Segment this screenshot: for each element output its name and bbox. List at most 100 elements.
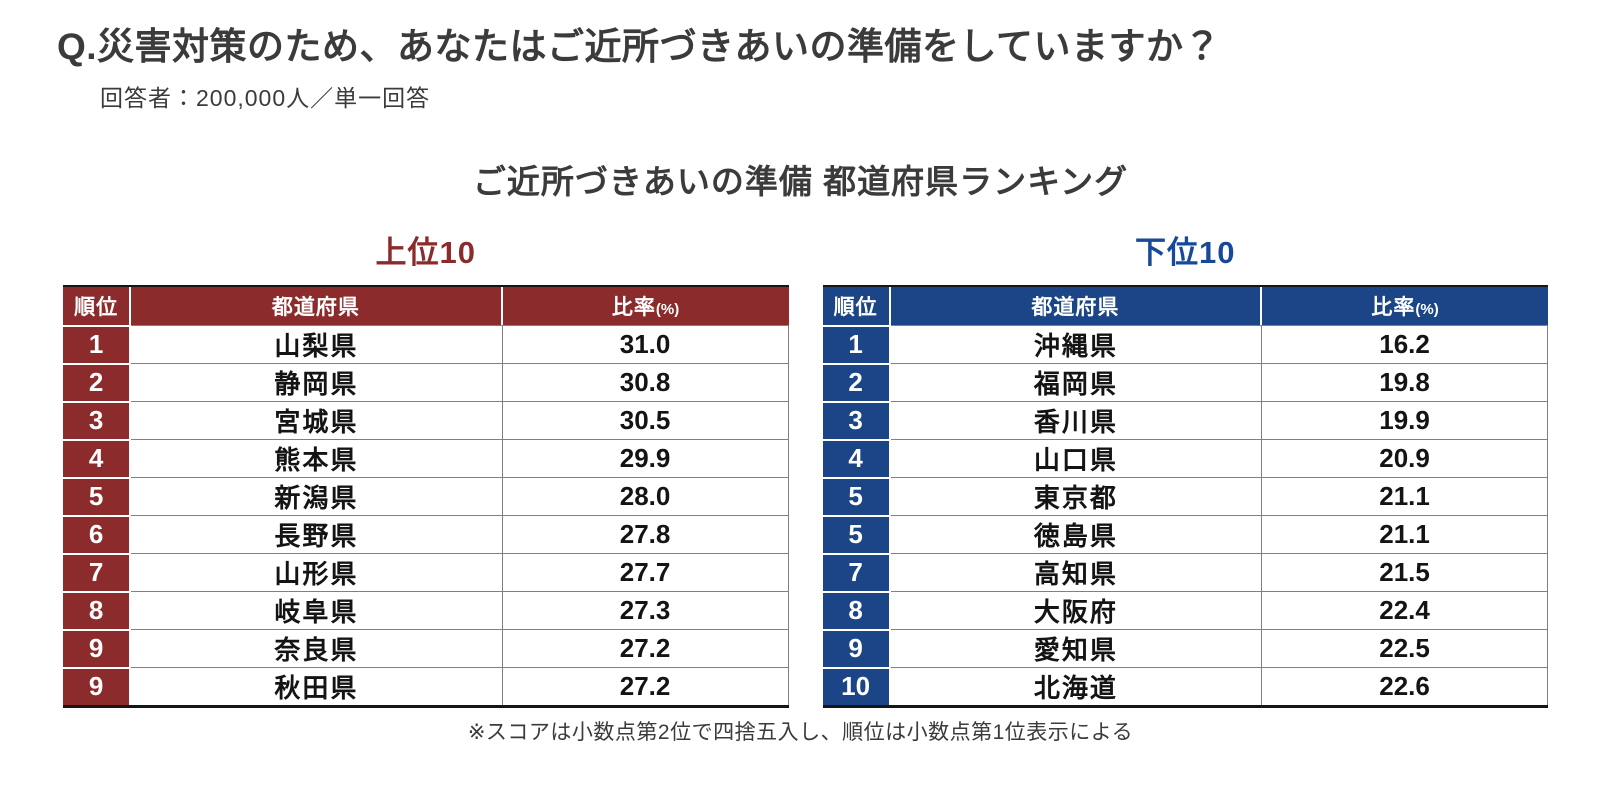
ratio-cell: 16.2: [1262, 324, 1548, 363]
prefecture-cell: 長野県: [131, 514, 503, 553]
ratio-cell: 22.5: [1262, 628, 1548, 667]
prefecture-cell: 山口県: [890, 438, 1263, 477]
ratio-cell: 21.5: [1262, 552, 1548, 591]
ratio-cell: 31.0: [502, 324, 789, 363]
table-row: 1 沖縄県 16.2: [822, 324, 1548, 363]
rank-cell: 2: [822, 362, 891, 401]
rank-cell: 5: [822, 476, 891, 515]
prefecture-cell: 山形県: [131, 552, 503, 591]
table-row: 5 東京都 21.1: [822, 476, 1548, 515]
ratio-cell: 19.8: [1262, 362, 1548, 401]
rank-cell: 5: [822, 514, 891, 553]
table-row: 9 秋田県 27.2: [63, 666, 789, 705]
respondents-note: 回答者：200,000人／単一回答: [100, 84, 431, 111]
rank-cell: 9: [63, 628, 132, 667]
ranking-tables-row: 上位10 順位 都道府県 比率(%) 1 山梨県 31.0 2 静岡県 30.8 3 宮城県 3…: [63, 227, 1548, 708]
prefecture-cell: 沖縄県: [890, 324, 1263, 363]
bottom10-section: 下位10 順位 都道府県 比率(%) 1 沖縄県 16.2 2 福岡県 19.8 3 香川県 1…: [822, 227, 1548, 708]
ratio-cell: 27.8: [502, 514, 789, 553]
table-row: 10 北海道 22.6: [822, 666, 1548, 705]
ratio-cell: 19.9: [1262, 400, 1548, 439]
prefecture-cell: 秋田県: [131, 666, 503, 705]
ranking-title: ご近所づきあいの準備 都道府県ランキング: [472, 162, 1129, 200]
rank-cell: 6: [63, 514, 132, 553]
ratio-cell: 30.8: [502, 362, 789, 401]
table-row: 7 高知県 21.5: [822, 552, 1548, 591]
rank-cell: 10: [822, 666, 891, 705]
ratio-cell: 30.5: [502, 400, 789, 439]
ratio-cell: 27.7: [502, 552, 789, 591]
ratio-cell: 22.4: [1262, 590, 1548, 629]
table-header-row: 順位 都道府県 比率(%): [822, 286, 1548, 325]
rank-cell: 9: [63, 666, 132, 705]
footnote: ※スコアは小数点第2位で四捨五入し、順位は小数点第1位表示による: [467, 720, 1134, 744]
table-row: 5 新潟県 28.0: [63, 476, 789, 515]
rank-cell: 1: [63, 324, 132, 363]
ratio-cell: 27.2: [502, 666, 789, 705]
rank-cell: 2: [63, 362, 132, 401]
ratio-unit-label: (%): [1415, 300, 1439, 318]
prefecture-cell: 山梨県: [131, 324, 503, 363]
prefecture-cell: 愛知県: [890, 628, 1263, 667]
rank-cell: 7: [63, 552, 132, 591]
prefecture-cell: 熊本県: [131, 438, 503, 477]
prefecture-cell: 新潟県: [131, 476, 503, 515]
rank-cell: 3: [822, 400, 891, 439]
ratio-cell: 20.9: [1262, 438, 1548, 477]
ratio-label: 比率: [1371, 295, 1416, 319]
ratio-cell: 27.3: [502, 590, 789, 629]
rank-cell: 4: [63, 438, 132, 477]
prefecture-cell: 奈良県: [131, 628, 503, 667]
rank-cell: 7: [822, 552, 891, 591]
top10-section: 上位10 順位 都道府県 比率(%) 1 山梨県 31.0 2 静岡県 30.8 3 宮城県 3…: [63, 227, 789, 708]
table-row: 4 山口県 20.9: [822, 438, 1548, 477]
table-row: 9 愛知県 22.5: [822, 628, 1548, 667]
table-row: 4 熊本県 29.9: [63, 438, 789, 477]
rank-cell: 1: [822, 324, 891, 363]
ratio-cell: 21.1: [1262, 514, 1548, 553]
prefecture-cell: 東京都: [890, 476, 1263, 515]
question-block: Q.災害対策のため、あなたはご近所づきあいの準備をしていますか？ 回答者：200…: [57, 26, 1601, 113]
prefecture-cell: 大阪府: [890, 590, 1263, 629]
rank-cell: 8: [822, 590, 891, 629]
table-row: 3 香川県 19.9: [822, 400, 1548, 439]
rank-cell: 5: [63, 476, 132, 515]
prefecture-cell: 高知県: [890, 552, 1263, 591]
rank-column-header: 順位: [822, 286, 891, 325]
table-row: 3 宮城県 30.5: [63, 400, 789, 439]
table-row: 1 山梨県 31.0: [63, 324, 789, 363]
ratio-cell: 29.9: [502, 438, 789, 477]
ratio-column-header: 比率(%): [502, 286, 789, 325]
ratio-cell: 28.0: [502, 476, 789, 515]
rank-cell: 8: [63, 590, 132, 629]
prefecture-column-header: 都道府県: [890, 286, 1263, 325]
rank-column-header: 順位: [63, 286, 132, 325]
table-row: 2 静岡県 30.8: [63, 362, 789, 401]
prefecture-cell: 福岡県: [890, 362, 1263, 401]
ratio-label: 比率: [611, 295, 656, 319]
survey-ranking-page: Q.災害対策のため、あなたはご近所づきあいの準備をしていますか？ 回答者：200…: [0, 26, 1601, 807]
prefecture-cell: 宮城県: [131, 400, 503, 439]
table-row: 5 徳島県 21.1: [822, 514, 1548, 553]
prefecture-column-header: 都道府県: [131, 286, 503, 325]
prefecture-cell: 香川県: [890, 400, 1263, 439]
table-row: 6 長野県 27.8: [63, 514, 789, 553]
table-row: 8 大阪府 22.4: [822, 590, 1548, 629]
top10-table: 順位 都道府県 比率(%) 1 山梨県 31.0 2 静岡県 30.8 3 宮城県 30.5 4 熊…: [63, 284, 789, 708]
prefecture-cell: 徳島県: [890, 514, 1263, 553]
ratio-unit-label: (%): [655, 300, 680, 318]
question-title: Q.災害対策のため、あなたはご近所づきあいの準備をしていますか？: [57, 26, 1221, 67]
prefecture-cell: 北海道: [890, 666, 1263, 705]
bottom10-label: 下位10: [1135, 234, 1236, 270]
bottom10-table: 順位 都道府県 比率(%) 1 沖縄県 16.2 2 福岡県 19.8 3 香川県 19.9 4 山…: [822, 284, 1548, 708]
ratio-cell: 27.2: [502, 628, 789, 667]
ratio-cell: 21.1: [1262, 476, 1548, 515]
table-row: 9 奈良県 27.2: [63, 628, 789, 667]
table-row: 8 岐阜県 27.3: [63, 590, 789, 629]
prefecture-cell: 静岡県: [131, 362, 503, 401]
ratio-cell: 22.6: [1262, 666, 1548, 705]
rank-cell: 9: [822, 628, 891, 667]
table-row: 2 福岡県 19.8: [822, 362, 1548, 401]
rank-cell: 3: [63, 400, 132, 439]
prefecture-cell: 岐阜県: [131, 590, 503, 629]
